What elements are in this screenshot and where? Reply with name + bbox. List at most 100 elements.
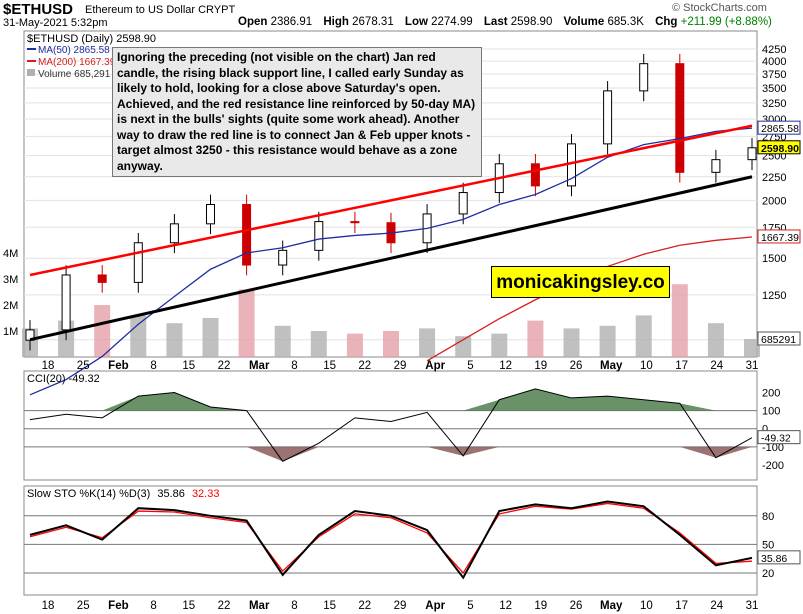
x-axis-bottom: 18 25 Feb 8 15 22 Mar 8 15 22 29 Apr 5 12 19 26 May 10 17 2… [42,600,759,612]
candle-body [242,203,252,266]
x-tick-label: 8 [291,360,297,372]
x-tick-label: 26 [570,360,583,372]
sto-badge-box [757,550,801,565]
candle-body [639,63,649,92]
price-tick-label: 1250 [762,290,786,302]
high-label: High [323,16,349,28]
volume-bar [744,339,760,357]
last-value: 2598.90 [510,16,553,28]
price-tick-label: 4250 [762,44,786,56]
x-tick-label: 17 [675,600,688,612]
x-tick-label: 18 [42,360,55,372]
low-value: 2274.99 [431,16,473,28]
x-tick-label: 12 [499,600,512,612]
sto-legend-prefix: Slow STO %K(14) %D(3) [27,488,150,500]
brand-label: monicakingsley.co [491,266,670,298]
ohlc-stats: Open 2386.91 High 2678.31 Low 2274.99 La… [238,16,772,28]
x-tick-label: 31 [746,360,759,372]
sto-legend: Slow STO %K(14) %D(3) 35.86 32.33 [27,488,219,500]
volume-bar [346,333,363,357]
legend-main: $ETHUSD (Daily) 2598.90 [27,33,156,45]
price-tick-label: 1500 [762,253,786,265]
candle-body [350,221,360,224]
price-axis: 4250400037503500325030002750250022502000… [762,44,786,347]
volume-bar [491,333,508,357]
volume-bar [599,325,616,357]
x-tick-label: Apr [425,600,445,612]
high-value: 2678.31 [352,16,394,28]
cci-badge-text: -49.32 [761,433,791,445]
volume-bar [202,318,219,357]
price-tick-label: 3750 [762,69,786,81]
volume-value: 685.3K [607,16,644,28]
x-tick-label: 24 [710,600,723,612]
x-tick-label: 15 [182,360,195,372]
open-label: Open [238,16,268,28]
support-trendline [29,175,753,342]
x-tick-label: 19 [534,360,547,372]
last-price-badge-box [757,140,801,155]
analysis-annotation: Ignoring the preceding (not visible on t… [112,47,482,177]
ma50-badge-box [757,120,801,135]
x-tick-label: 15 [323,360,336,372]
sto-d-value: 32.33 [192,488,220,500]
cci-tick-label: -200 [762,460,784,472]
price-tick-label: 2250 [762,172,786,184]
volume-bar [383,331,399,357]
sto-tick-label: 20 [762,568,774,580]
x-tick-label: 29 [394,360,407,372]
volume-tick-label: 2M [3,300,18,312]
x-tick-label: 18 [42,600,55,612]
volume-badge-text: 685291 [761,334,796,346]
x-tick-label: Feb [108,600,128,612]
cci-tick-label: 200 [762,387,780,399]
x-tick-label: May [600,360,623,372]
chg-value: +211.99 (+8.88%) [680,16,772,28]
price-tick-label: 2000 [762,195,786,207]
x-tick-label: 26 [570,600,583,612]
legend-ma50: MA(50) 2865.58 [38,45,110,56]
last-price-badge-text: 2598.90 [761,143,799,155]
x-tick-label: Feb [108,360,128,372]
x-tick-label: 22 [218,360,231,372]
sto-tick-label: 50 [762,539,774,551]
sto-axis: 80 50 20 [762,511,774,580]
x-tick-label: 22 [358,600,371,612]
x-tick-label: 22 [218,600,231,612]
price-tick-label: 3500 [762,83,786,95]
x-tick-label: 5 [467,600,473,612]
candle-body [61,274,71,331]
x-tick-label: 8 [291,600,297,612]
legend-volume-swatch [27,69,35,76]
volume-label: Volume [563,16,605,28]
cci-badge-box [757,430,801,445]
x-tick-label: 31 [746,600,759,612]
cci-panel [23,370,758,481]
candle-body [603,90,613,145]
sto-tick-label: 80 [762,511,774,523]
sto-k-value: 35.86 [157,488,185,500]
sto-badge-text: 35.86 [761,553,787,565]
ma50-badge-text: 2865.58 [761,123,799,135]
volume-tick-label: 1M [3,326,18,338]
stockcharts-credit: © StockCharts.com [672,2,767,14]
x-tick-label: 29 [394,600,407,612]
volume-bars [22,284,760,357]
price-tick-label: 4000 [762,56,786,68]
volume-bar [527,320,544,357]
candle-body [278,249,288,266]
volume-bar [94,305,111,357]
sto-d-line [29,502,753,575]
candle-body [530,163,540,187]
chart-name: Ethereum to US Dollar CRYPT [85,4,236,16]
x-tick-label: 12 [499,360,512,372]
sto-series [24,500,757,580]
cci-series [24,388,757,462]
ma200-badge-box [757,229,801,244]
x-tick-label: Mar [249,600,270,612]
ma50-line [29,127,753,396]
legend-ma200: MA(200) 1667.39 [38,57,116,68]
low-label: Low [404,16,428,28]
x-tick-label: 10 [640,360,653,372]
x-tick-label: 8 [150,600,156,612]
